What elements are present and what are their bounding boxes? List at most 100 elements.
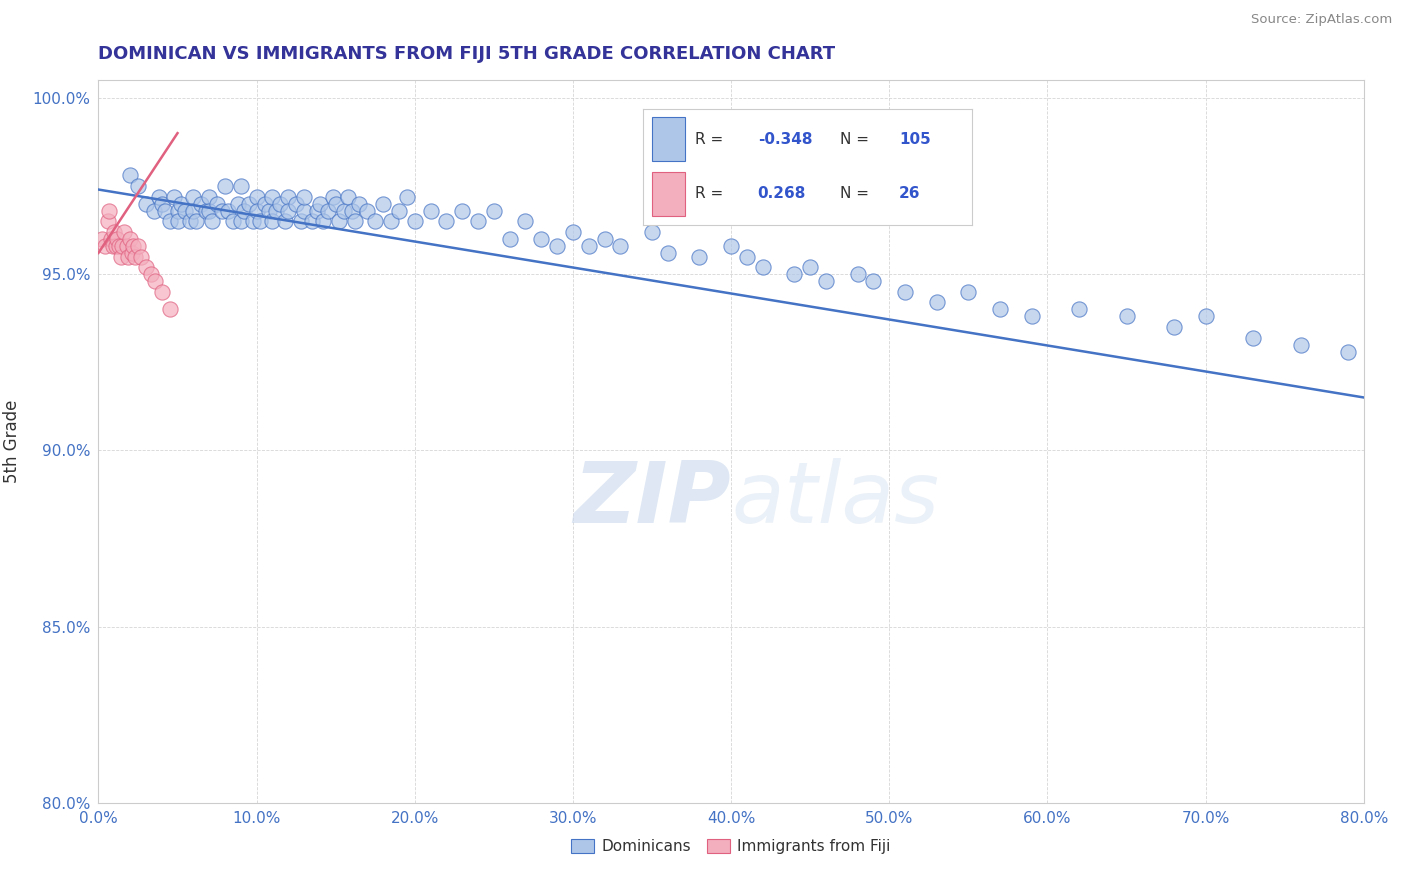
Point [179,214,201,228]
Point [312,214,335,228]
Point [546,239,568,253]
Point [124,250,146,264]
Point [277,203,299,218]
Point [104,239,127,253]
Point [246,203,269,218]
Point [720,239,742,253]
Point [262,214,284,228]
Point [97,214,120,228]
Point [174,203,197,218]
Point [120,232,141,246]
Point [467,214,489,228]
Point [159,302,181,317]
Y-axis label: 5th Grade: 5th Grade [3,400,21,483]
Point [259,203,281,218]
Point [115,239,138,253]
Point [419,203,441,218]
Point [735,250,758,264]
Point [163,189,186,203]
Point [211,203,233,218]
Point [183,189,205,203]
Point [229,214,252,228]
Point [264,203,287,218]
Point [688,250,710,264]
Point [301,214,323,228]
Point [242,214,264,228]
Point [316,203,339,218]
Point [190,196,212,211]
Point [249,214,271,228]
Point [127,179,149,194]
Point [1337,344,1360,359]
Point [814,274,837,288]
Point [194,203,218,218]
Point [561,225,585,239]
Point [388,203,411,218]
Point [139,267,162,281]
Point [657,246,679,260]
Point [1163,320,1185,334]
Point [93,239,117,253]
Point [111,239,134,253]
Point [183,203,205,218]
Point [108,239,131,253]
Text: DOMINICAN VS IMMIGRANTS FROM FIJI 5TH GRADE CORRELATION CHART: DOMINICAN VS IMMIGRANTS FROM FIJI 5TH GR… [98,45,835,63]
Point [120,169,141,183]
Point [214,179,236,194]
Point [925,295,948,310]
Point [325,196,347,211]
Point [309,196,332,211]
Point [217,203,239,218]
Point [90,232,112,246]
Point [159,214,181,228]
Point [292,203,315,218]
Point [380,214,402,228]
Point [198,189,221,203]
Point [530,232,553,246]
Point [1021,310,1043,324]
Point [609,239,631,253]
Point [349,196,371,211]
Point [404,214,426,228]
Point [122,239,145,253]
Point [186,214,208,228]
Point [371,196,394,211]
Point [107,232,129,246]
Point [1115,310,1137,324]
Text: atlas: atlas [731,458,939,541]
Point [226,196,249,211]
Point [229,179,252,194]
Legend: Dominicans, Immigrants from Fiji: Dominicans, Immigrants from Fiji [565,833,897,860]
Point [343,214,366,228]
Point [129,250,152,264]
Point [274,214,297,228]
Point [292,189,315,203]
Point [153,203,176,218]
Point [166,203,188,218]
Text: Source: ZipAtlas.com: Source: ZipAtlas.com [1251,13,1392,27]
Point [356,203,378,218]
Point [121,246,143,260]
Point [100,232,122,246]
Point [1289,337,1312,351]
Point [246,189,269,203]
Point [641,225,664,239]
Point [593,232,616,246]
Text: ZIP: ZIP [574,458,731,541]
Point [894,285,917,299]
Point [328,214,350,228]
Point [277,189,299,203]
Point [117,250,139,264]
Point [482,203,505,218]
Point [799,260,821,274]
Point [110,250,132,264]
Point [166,214,188,228]
Point [578,239,600,253]
Point [515,214,537,228]
Point [205,196,228,211]
Point [783,267,806,281]
Point [135,196,157,211]
Point [233,203,256,218]
Point [150,285,173,299]
Point [198,203,221,218]
